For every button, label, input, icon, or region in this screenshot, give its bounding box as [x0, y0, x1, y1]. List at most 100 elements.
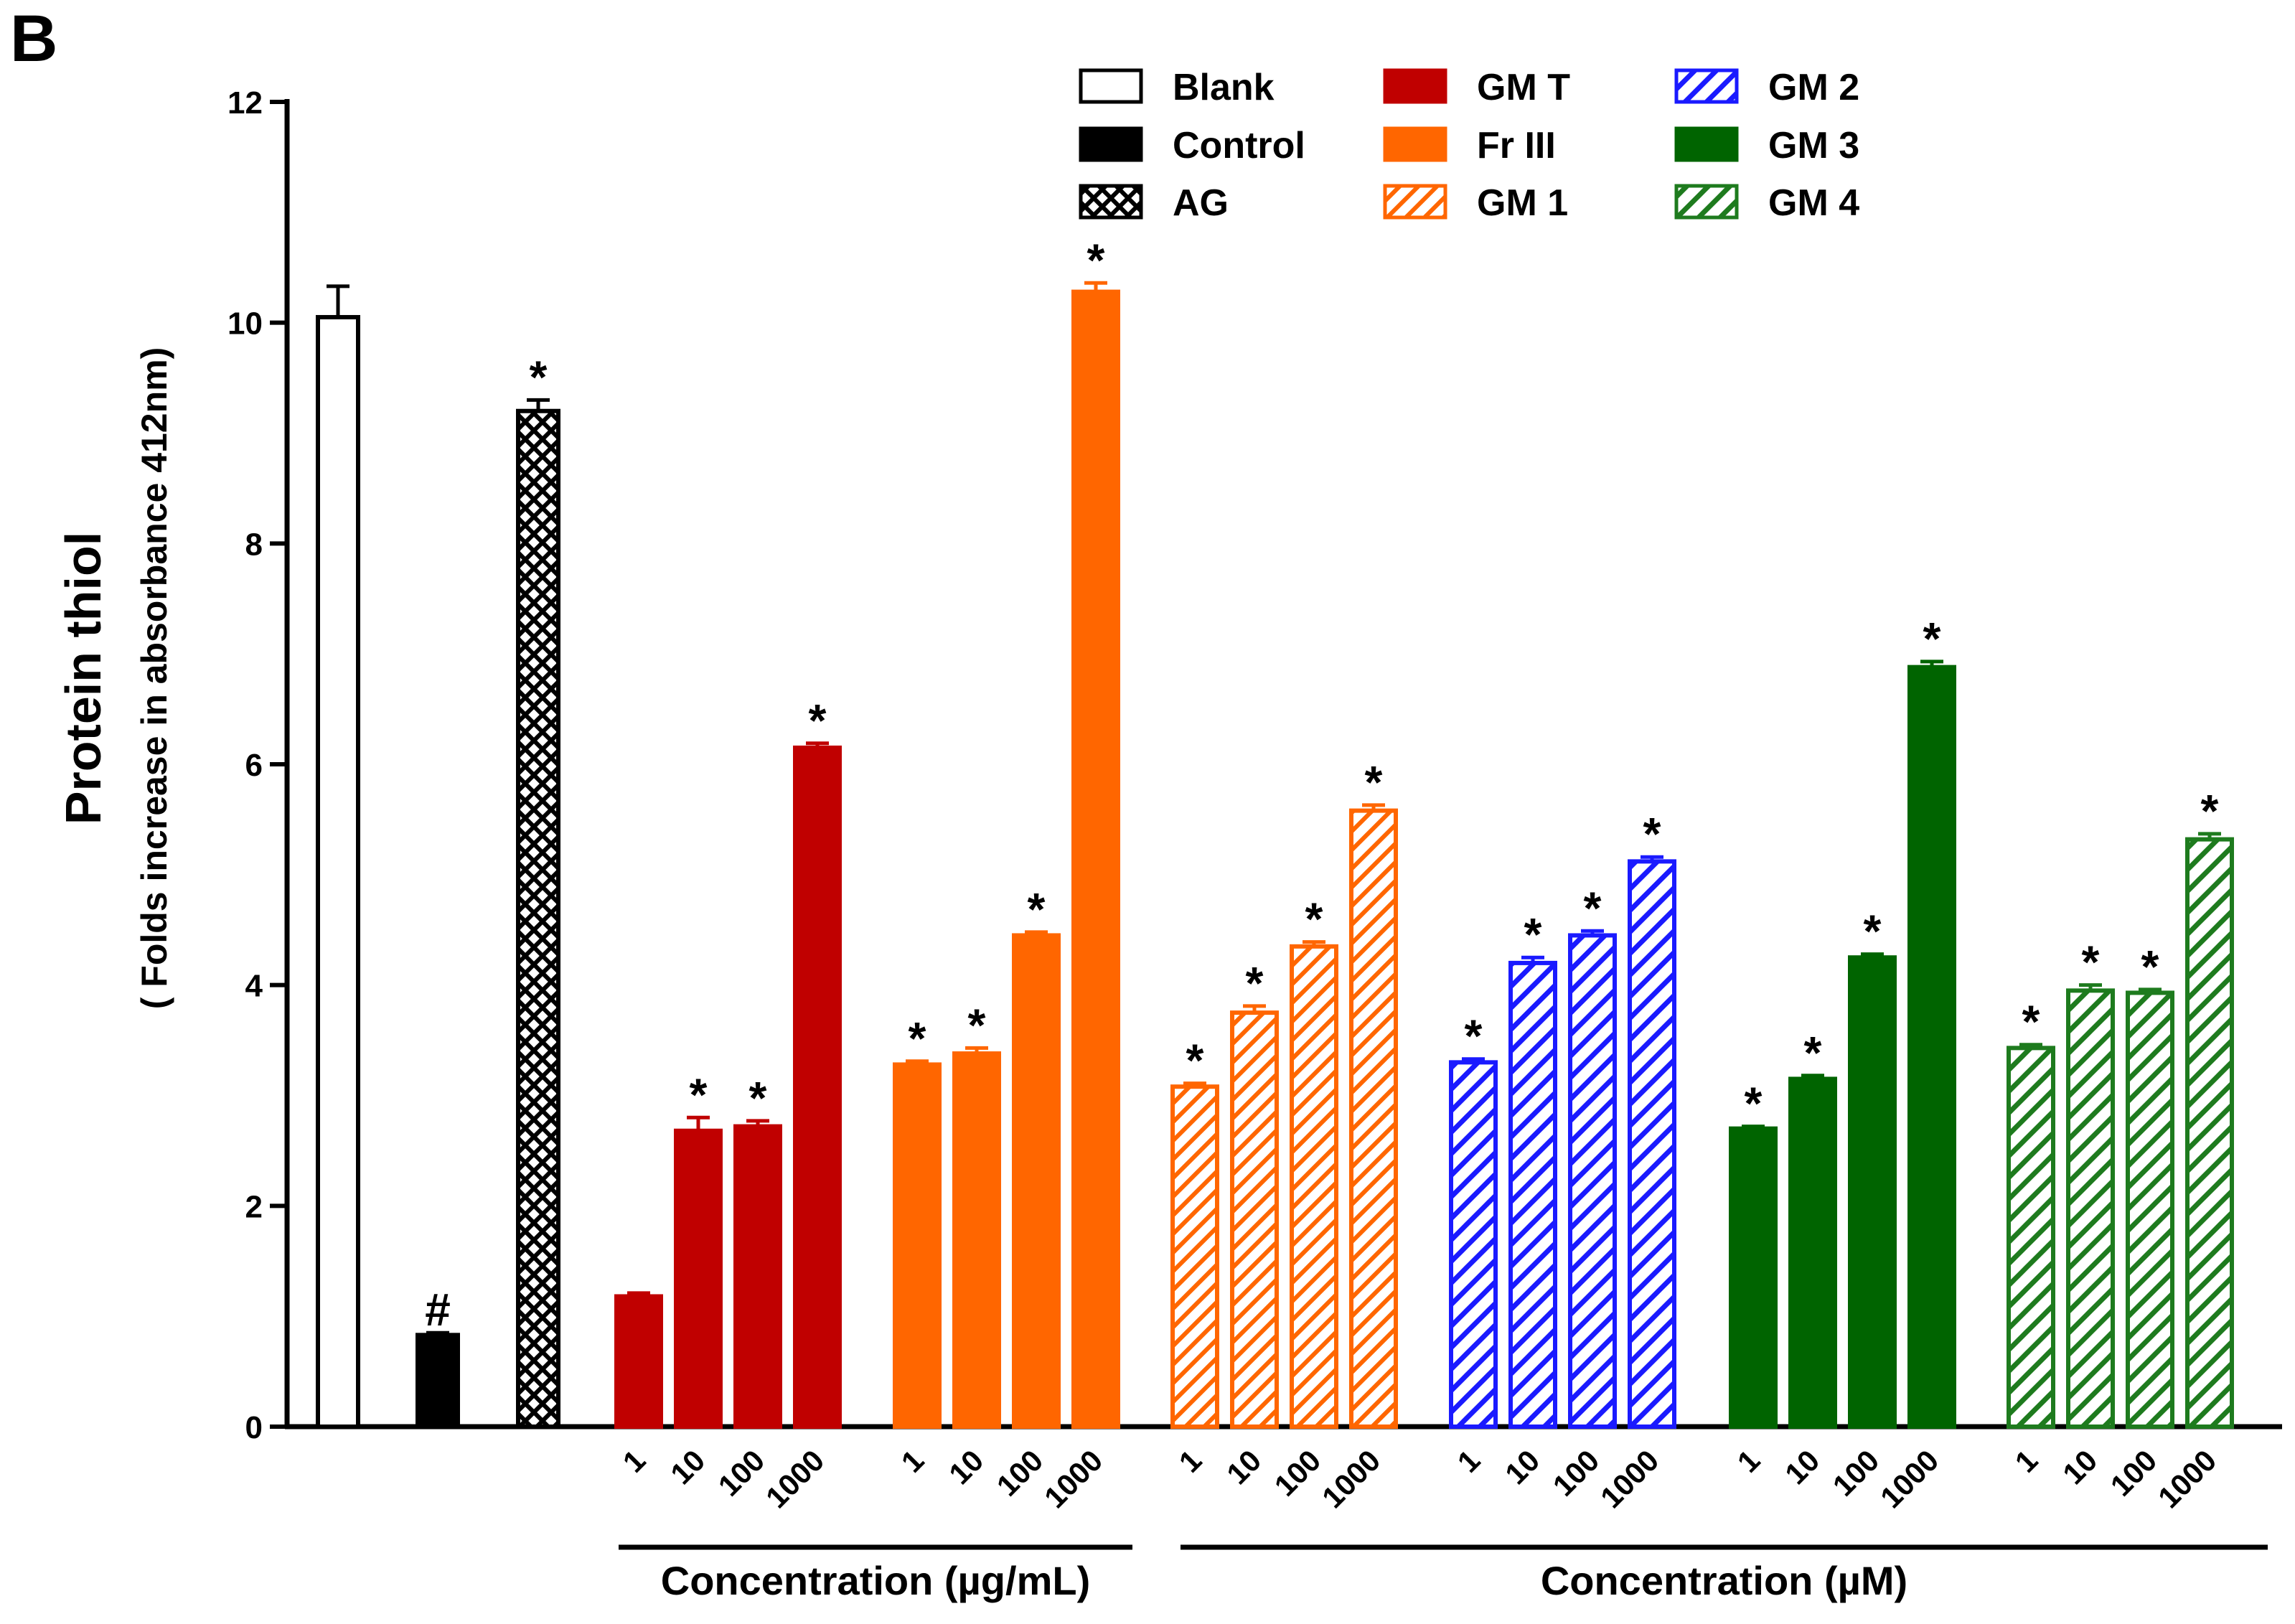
significance-mark-gm-4-1000: *: [2201, 785, 2219, 837]
legend-swatch-blank: [1079, 68, 1143, 104]
bar-gm-4-1: [2007, 1046, 2055, 1429]
x-tick-label-gm-t-10: 10: [664, 1443, 711, 1491]
x-tick-label-gm-2-1: 1: [1451, 1443, 1487, 1479]
bar-gm-3-1: [1729, 1126, 1778, 1430]
x-tick-label-gm-2-1000: 1000: [1594, 1443, 1665, 1514]
significance-mark-gm-2-1000: *: [1643, 808, 1661, 860]
bar-control: [416, 1333, 460, 1430]
x-tick-label-gm-4-1: 1: [2009, 1443, 2045, 1479]
legend-swatch-fr-iii: [1383, 126, 1447, 162]
significance-mark-fr-iii-10: *: [968, 999, 986, 1051]
significance-mark-gm-4-1: *: [2022, 996, 2040, 1048]
bar-gm-4-10: [2066, 988, 2115, 1429]
group-label-1: Concentration (µM): [1541, 1558, 1907, 1603]
significance-mark-fr-iii-1: *: [909, 1013, 926, 1064]
legend-swatch-control: [1079, 126, 1143, 162]
bars: #*1*10*100*1000*1*10*100*1000*1*10*100*1…: [316, 234, 2234, 1514]
y-tick-label-4: 4: [245, 969, 263, 1004]
legend-swatch-gm-1: [1383, 184, 1447, 220]
bar-fr-iii-100: [1012, 933, 1061, 1429]
significance-mark-gm-1-1: *: [1186, 1035, 1204, 1086]
legend-label-fr-iii: Fr III: [1477, 125, 1556, 166]
significance-mark-gm-2-10: *: [1524, 909, 1542, 960]
bar-gm-1-100: [1290, 944, 1338, 1429]
significance-mark-control: #: [425, 1284, 451, 1336]
significance-mark-gm-3-1: *: [1745, 1078, 1763, 1130]
significance-mark-fr-iii-1000: *: [1087, 234, 1105, 286]
y-tick-label-2: 2: [245, 1189, 263, 1224]
bar-gm-t-10: [674, 1128, 723, 1430]
x-tick-label-gm-t-1000: 1000: [759, 1443, 830, 1514]
bar-gm-t-1: [614, 1294, 663, 1430]
significance-mark-gm-1-10: *: [1246, 957, 1264, 1009]
bar-blank: [316, 314, 360, 1430]
group-labels: Concentration (µg/mL) Concentration (µM): [619, 1544, 2268, 1603]
legend-swatch-gm-2: [1674, 68, 1739, 104]
bar-fr-iii-1000: [1071, 289, 1120, 1429]
legend-label-ag: AG: [1173, 182, 1229, 224]
legend: Blank Control AG GM T Fr III GM 1 GM 2 GM 3 GM 4: [1079, 67, 1859, 224]
significance-mark-ag: *: [530, 351, 548, 403]
y-tick-label-6: 6: [245, 748, 263, 783]
bar-fr-iii-1: [893, 1062, 942, 1429]
legend-swatch-gm-t: [1383, 68, 1447, 104]
significance-mark-gm-1-1000: *: [1365, 756, 1383, 808]
y-tick-label-10: 10: [227, 306, 263, 342]
y-tick-label-12: 12: [227, 85, 263, 121]
x-tick-label-gm-4-1000: 1000: [2151, 1443, 2223, 1514]
legend-label-gm-1: GM 1: [1477, 182, 1568, 224]
bar-gm-3-1000: [1907, 665, 1956, 1429]
significance-mark-gm-2-100: *: [1584, 882, 1602, 934]
legend-swatch-gm-3: [1674, 126, 1739, 162]
x-tick-label-gm-4-10: 10: [2056, 1443, 2103, 1491]
bar-gm-t-1000: [793, 745, 842, 1430]
significance-mark-gm-t-100: *: [749, 1072, 767, 1124]
legend-swatch-gm-4: [1674, 184, 1739, 220]
bar-gm-2-10: [1508, 960, 1557, 1429]
legend-label-gm-2: GM 2: [1768, 67, 1859, 108]
x-tick-label-gm-3-10: 10: [1778, 1443, 1826, 1491]
legend-label-gm-4: GM 4: [1768, 182, 1859, 224]
y-tick-label-0: 0: [245, 1410, 263, 1445]
bar-gm-1-1: [1170, 1084, 1219, 1430]
bar-gm-4-1000: [2185, 837, 2234, 1429]
bar-gm-1-10: [1230, 1010, 1279, 1429]
x-tick-label-gm-1-10: 10: [1220, 1443, 1267, 1491]
bar-gm-1-1000: [1349, 808, 1398, 1429]
legend-label-control: Control: [1173, 125, 1305, 166]
significance-mark-gm-3-10: *: [1804, 1027, 1822, 1079]
significance-mark-fr-iii-100: *: [1028, 883, 1046, 935]
y-axis-subtitle: ( Folds increase in absorbance 412nm): [134, 347, 174, 1010]
x-tick-label-fr-iii-1: 1: [895, 1443, 931, 1479]
x-tick-label-fr-iii-1000: 1000: [1038, 1443, 1109, 1514]
significance-mark-gm-t-1000: *: [809, 695, 827, 746]
bar-gm-2-1000: [1628, 859, 1676, 1429]
x-tick-label-gm-2-10: 10: [1498, 1443, 1546, 1491]
significance-mark-gm-3-1000: *: [1923, 613, 1941, 665]
y-tick-label-8: 8: [245, 527, 263, 562]
significance-mark-gm-4-100: *: [2141, 941, 2159, 992]
x-tick-label-gm-t-1: 1: [616, 1443, 652, 1479]
legend-label-gm-t: GM T: [1477, 67, 1570, 108]
bar-gm-3-10: [1788, 1076, 1837, 1430]
y-axis-title: Protein thiol: [55, 532, 111, 825]
bar-fr-iii-10: [952, 1051, 1001, 1429]
bar-gm-2-1: [1449, 1060, 1498, 1429]
significance-mark-gm-1-100: *: [1305, 893, 1323, 945]
bar-gm-3-100: [1848, 955, 1897, 1430]
bar-gm-2-100: [1568, 933, 1617, 1429]
significance-mark-gm-t-10: *: [690, 1069, 708, 1120]
bar-gm-t-100: [733, 1124, 782, 1430]
x-tick-label-gm-1-1000: 1000: [1315, 1443, 1386, 1514]
legend-label-gm-3: GM 3: [1768, 125, 1859, 166]
bar-gm-4-100: [2126, 990, 2174, 1430]
panel-label: B: [10, 2, 57, 75]
x-tick-label-gm-3-1000: 1000: [1874, 1443, 1945, 1514]
x-tick-label-gm-3-1: 1: [1731, 1443, 1767, 1479]
legend-swatch-ag: [1079, 184, 1143, 220]
bar-ag: [516, 408, 560, 1430]
x-tick-label-fr-iii-10: 10: [942, 1443, 990, 1491]
significance-mark-gm-4-10: *: [2082, 937, 2100, 988]
